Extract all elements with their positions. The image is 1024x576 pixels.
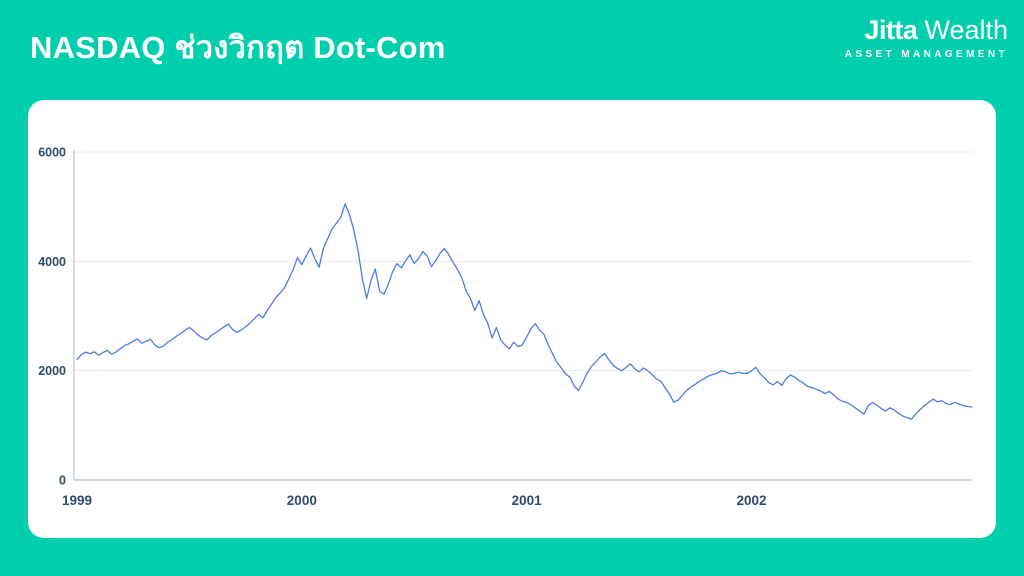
- x-tick-label: 2001: [512, 493, 543, 508]
- nasdaq-price-line: [76, 203, 973, 420]
- x-tick-label: 2000: [287, 493, 317, 508]
- y-tick-label: 0: [59, 474, 66, 488]
- x-tick-label: 1999: [62, 493, 92, 508]
- y-tick-label: 2000: [38, 364, 66, 378]
- brand-logo: Jitta Wealth ASSET MANAGEMENT: [845, 15, 1008, 60]
- logo-jitta-text: Jitta: [864, 15, 918, 45]
- x-tick-label: 2002: [736, 493, 766, 508]
- logo-subtitle: ASSET MANAGEMENT: [844, 49, 1008, 61]
- y-tick-label: 6000: [38, 146, 66, 160]
- page-title: NASDAQ ช่วงวิกฤต Dot-Com: [30, 30, 446, 65]
- y-tick-label: 4000: [38, 255, 66, 269]
- brand-logo-wordmark: Jitta Wealth: [845, 15, 1008, 46]
- chart-card: 0 2000 4000 6000 1999 2000 2001 2002: [28, 100, 996, 538]
- chart-canvas: 0 2000 4000 6000 1999 2000 2001 2002: [38, 146, 973, 508]
- logo-wealth-text: Wealth: [924, 15, 1008, 45]
